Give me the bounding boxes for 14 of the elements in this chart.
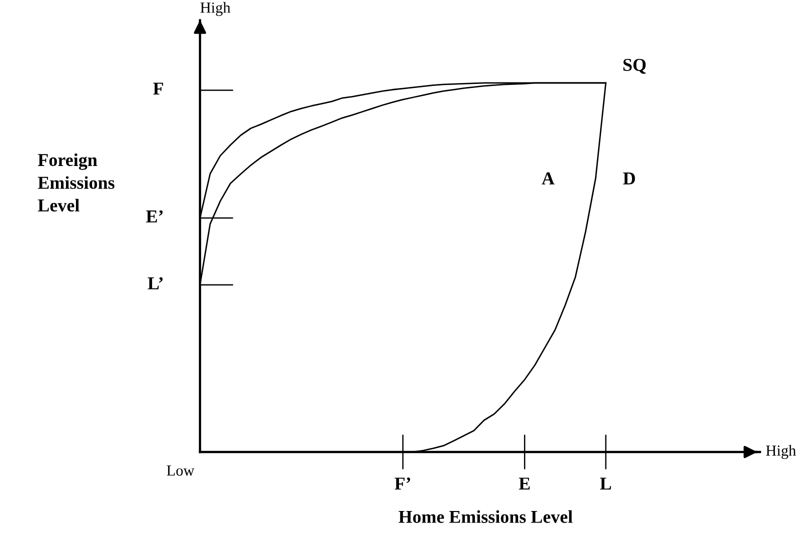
x-axis-title: Home Emissions Level — [398, 510, 573, 523]
x-tick-label: L — [600, 478, 612, 490]
text: Low — [166, 466, 194, 476]
y-axis-title: Foreign Emissions Level — [38, 153, 114, 212]
text: F — [153, 82, 164, 95]
x-tick-label: E — [518, 478, 530, 490]
text: E’ — [146, 210, 163, 222]
text: High — [200, 2, 230, 16]
annotation: D — [623, 172, 635, 184]
annotation: SQ — [623, 58, 646, 74]
text: High — [766, 445, 796, 459]
x-tick-label: F’ — [394, 478, 410, 490]
annotation: A — [542, 172, 555, 184]
text: L’ — [148, 277, 163, 290]
